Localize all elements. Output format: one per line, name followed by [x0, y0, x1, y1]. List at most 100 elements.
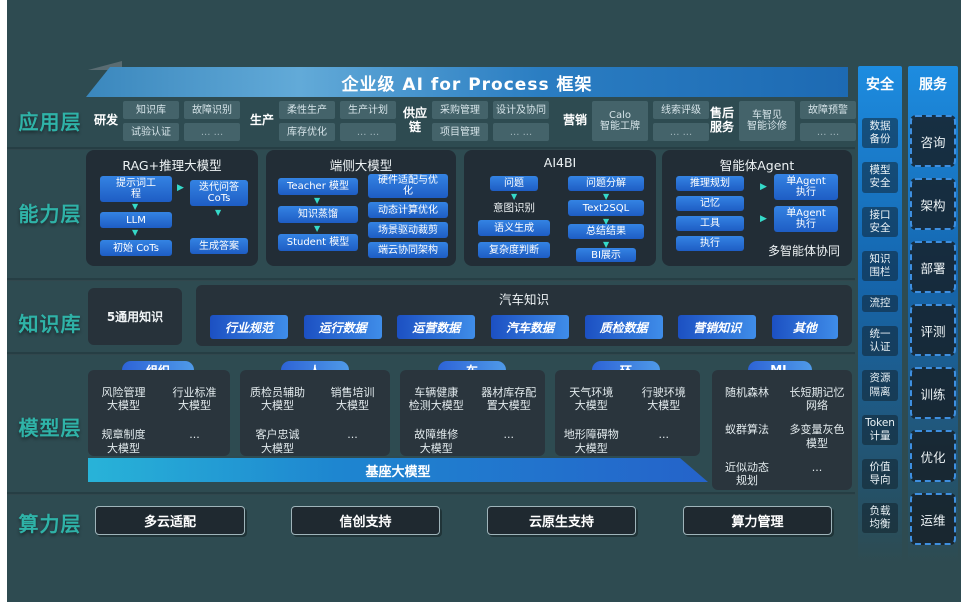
model-item: 车辆健康 检测大模型: [408, 386, 464, 413]
layer-label-knowledge: 知识库: [18, 312, 82, 336]
agent-single-execution: 单Agent 执行: [774, 174, 838, 200]
banner-fold-decoration: [88, 61, 122, 70]
right-page-margin: [961, 0, 968, 602]
model-item: 地形障碍物 大模型: [563, 428, 619, 455]
left-page-margin: [0, 0, 7, 602]
rag-step-llm: LLM: [100, 212, 172, 228]
layer-divider: [7, 278, 855, 281]
edge-step-distillation: 知识蒸馏: [278, 206, 358, 223]
layer-label-application: 应用层: [18, 110, 82, 134]
panel-title: RAG+推理大模型: [122, 158, 222, 173]
app-group-supply-chain: 供应 链 采购管理 设计及协同 项目管理 ... ...: [403, 100, 550, 142]
agent-component-execution: 执行: [676, 236, 744, 251]
service-item: 优化: [910, 430, 956, 482]
layer-divider: [7, 147, 855, 150]
model-item: 规章制度 大模型: [101, 428, 146, 455]
panel-title: 智能体Agent: [719, 158, 795, 173]
edge-step-teacher-model: Teacher 模型: [278, 178, 358, 195]
arrow-down-icon: ▼: [314, 224, 321, 233]
bi-step-display: BI展示: [576, 248, 636, 262]
app-item: 设计及协同: [493, 101, 550, 119]
service-column: 服务 咨询 架构 部署 评测 训练 优化 运维: [908, 66, 958, 562]
model-item: 长短期记忆 网络: [789, 386, 845, 413]
app-item-more: ... ...: [800, 123, 857, 141]
model-item: 蚁群算法: [725, 423, 769, 437]
app-group-items: 柔性生产 生产计划 库存优化 ... ...: [279, 101, 397, 141]
security-item: 流控: [862, 295, 898, 313]
service-item: 架构: [910, 178, 956, 230]
model-item: 行驶环境 大模型: [641, 386, 686, 413]
model-item-more: ...: [503, 428, 515, 442]
app-item: Calo 智能工牌: [592, 101, 649, 141]
app-group-items: 知识库 故障识别 试验认证 ... ...: [123, 101, 241, 141]
app-item: 故障预警: [800, 101, 857, 119]
model-item: 近似动态 规划: [725, 460, 769, 487]
rag-step-generate-answer: 生成答案: [190, 238, 248, 254]
model-group-people: 质检员辅助 大模型 销售培训 大模型 客户忠诚 大模型 ...: [240, 370, 390, 456]
knowledge-button-row: 行业规范 运行数据 运营数据 汽车数据 质检数据 营销知识 其他: [196, 315, 852, 339]
model-item: 器材库存配 置大模型: [481, 386, 537, 413]
layer-divider: [7, 352, 855, 355]
arrow-down-icon: ▼: [603, 192, 610, 201]
compute-item-compute-mgmt: 算力管理: [683, 506, 832, 535]
app-group-rd: 研发 知识库 故障识别 试验认证 ... ...: [94, 100, 241, 142]
agent-multi-collab-label: 多智能体协同: [767, 244, 840, 258]
app-group-items: 采购管理 设计及协同 项目管理 ... ...: [432, 101, 550, 141]
compute-item-cloud-native: 云原生支持: [487, 506, 636, 535]
arrow-down-icon: ▼: [511, 192, 518, 201]
model-item: 天气环境 大模型: [569, 386, 614, 413]
rag-step-iterative-cots: 迭代问答 CoTs: [190, 180, 248, 206]
knowledge-tag: 运营数据: [397, 315, 476, 339]
security-column-title: 安全: [866, 77, 894, 93]
model-item: 销售培训 大模型: [330, 386, 375, 413]
layer-label-model: 模型层: [18, 416, 82, 440]
compute-item-xinchuang: 信创支持: [291, 506, 440, 535]
capability-panel-rag: RAG+推理大模型 提示词工 程 ▼ LLM ▼ 初始 CoTs ▶ 迭代问答 …: [86, 150, 258, 266]
model-group-ml: 随机森林 长短期记忆 网络 蚁群算法 多变量灰色 模型 近似动态 规划 ...: [712, 370, 852, 490]
compute-item-multicloud: 多云适配: [95, 506, 245, 535]
service-item: 评测: [910, 304, 956, 356]
bi-step-semantic-generation: 语义生成: [478, 220, 550, 236]
security-item: 价值 导向: [862, 458, 898, 490]
automotive-knowledge-panel: 汽车知识 行业规范 运行数据 运营数据 汽车数据 质检数据 营销知识 其他: [196, 285, 852, 346]
app-group-label: 售后 服务: [710, 106, 735, 134]
security-item: 知识 围栏: [862, 250, 898, 281]
knowledge-tag: 质检数据: [584, 315, 663, 339]
bi-step-decomposition: 问题分解: [568, 176, 644, 191]
app-group-production: 生产 柔性生产 生产计划 库存优化 ... ...: [250, 100, 397, 142]
app-group-marketing: 营销 Calo 智能工牌 线索评级 ... ...: [563, 100, 710, 142]
foundation-model-bar: 基座大模型: [88, 458, 708, 482]
edge-feature-cloud-collab: 端云协同架构: [368, 242, 448, 258]
rag-step-initial-cots: 初始 CoTs: [100, 240, 172, 256]
app-group-items: 车智见 智能诊修 故障预警 ... ...: [739, 101, 857, 141]
security-item: 数据 备份: [862, 118, 898, 149]
app-item-more: ... ...: [340, 123, 397, 141]
app-group-label: 生产: [250, 113, 275, 128]
agent-single-execution: 单Agent 执行: [774, 206, 838, 232]
service-item: 咨询: [910, 115, 956, 167]
bi-step-intent-recognition: 意图识别: [493, 202, 535, 214]
capability-panel-edge-model: 端侧大模型 Teacher 模型 ▼ 知识蒸馏 ▼ Student 模型 硬件适…: [266, 150, 456, 266]
app-item: 故障识别: [184, 101, 241, 119]
app-item: 生产计划: [340, 101, 397, 119]
arrow-down-icon: ▼: [132, 202, 139, 211]
service-item: 运维: [910, 493, 956, 545]
arrow-down-icon: ▼: [603, 217, 610, 226]
knowledge-tag: 行业规范: [210, 315, 288, 339]
app-item: 车智见 智能诊修: [739, 101, 796, 141]
knowledge-tag: 其他: [771, 315, 838, 339]
knowledge-tag: 运行数据: [303, 315, 382, 339]
model-item: 风险管理 大模型: [101, 386, 146, 413]
capability-panel-ai4bi: AI4BI 问题 ▼ 意图识别 语义生成 复杂度判断 问题分解 ▼ Text2S…: [464, 150, 656, 266]
app-item-more: ... ...: [493, 123, 550, 141]
service-item: 部署: [910, 241, 956, 293]
general-knowledge-box: 5通用知识: [88, 288, 182, 345]
arrow-down-icon: ▼: [314, 196, 321, 205]
capability-panel-agent: 智能体Agent 推理规划 记忆 工具 执行 ▶ ▶ 单Agent 执行 单Ag…: [662, 150, 852, 266]
agent-component-memory: 记忆: [676, 196, 744, 211]
framework-title: 企业级 AI for Process 框架: [341, 74, 593, 95]
security-item: Token 计量: [862, 414, 898, 445]
app-item: 线索评级: [653, 101, 710, 119]
app-group-label: 营销: [563, 113, 588, 128]
